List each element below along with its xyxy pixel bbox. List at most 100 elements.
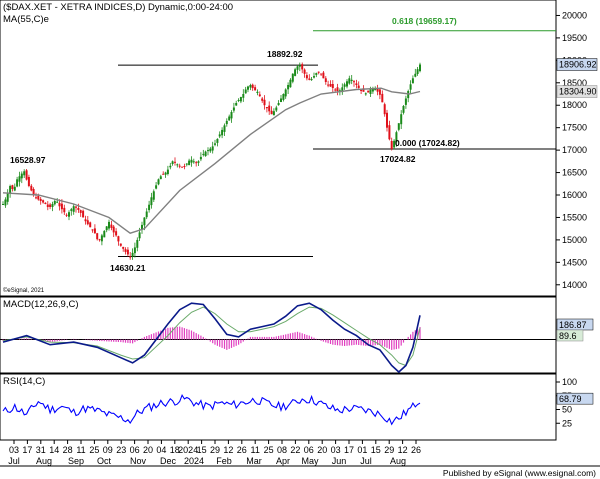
candle-body <box>129 256 132 258</box>
candle-body <box>75 206 77 208</box>
x-month-label: Mar <box>246 456 262 466</box>
x-date-label: 17 <box>22 445 32 455</box>
candle-body <box>369 89 372 94</box>
candle-body <box>249 85 252 88</box>
candle-body <box>18 176 21 182</box>
footer-text: Published by eSignal (www.esignal.com) <box>443 468 596 478</box>
candle-body <box>2 204 4 205</box>
annotation-14630: 14630.21 <box>110 263 146 273</box>
candle-body <box>138 232 141 239</box>
candle-body <box>126 249 129 255</box>
candle-body <box>362 88 365 92</box>
candle-body <box>214 143 216 145</box>
price-tick-label: 20000 <box>562 10 587 20</box>
candle-body <box>171 161 174 164</box>
ma-line <box>2 87 421 234</box>
candle-body <box>86 220 89 225</box>
candle-body <box>397 123 400 130</box>
candle-body <box>56 201 59 203</box>
candle-body <box>63 207 66 213</box>
candle-body <box>91 229 94 231</box>
candle-body <box>383 104 386 115</box>
candle-body <box>174 161 176 163</box>
candle-body <box>400 114 403 125</box>
x-date-label: 06 <box>130 445 140 455</box>
x-date-label: 20 <box>317 445 327 455</box>
rsi-label: RSI(14,C) <box>3 376 45 387</box>
x-date-label: 06 <box>304 445 314 455</box>
candle-body <box>39 198 42 201</box>
candle-body <box>20 173 23 179</box>
candle-body <box>37 195 40 200</box>
candle-body <box>141 224 143 230</box>
candle-body <box>72 206 75 212</box>
candle-body <box>77 208 80 210</box>
candle-body <box>301 64 304 70</box>
x-month-label: Jul <box>360 456 372 466</box>
candle-body <box>122 246 125 249</box>
x-date-label: 12 <box>223 445 233 455</box>
x-month-label: Aug <box>36 456 52 466</box>
candle-body <box>404 98 407 105</box>
candle-body <box>199 156 202 160</box>
candle-body <box>374 88 377 91</box>
candle-body <box>4 199 7 206</box>
candle-body <box>247 86 249 90</box>
candle-body <box>409 84 412 90</box>
x-month-label: Nov <box>130 456 147 466</box>
candle-body <box>181 166 184 168</box>
candle-body <box>159 176 162 180</box>
x-date-label: 03 <box>331 445 341 455</box>
candle-body <box>32 189 35 195</box>
candle-body <box>53 201 56 205</box>
candle-body <box>346 81 348 87</box>
x-date-label: 12 <box>398 445 408 455</box>
candle-body <box>98 239 101 241</box>
candle-body <box>310 79 313 81</box>
x-month-label: Jul <box>8 456 20 466</box>
candle-body <box>270 110 273 115</box>
price-tick-label: 18000 <box>562 100 587 110</box>
candle-body <box>327 84 330 86</box>
candle-body <box>390 141 393 149</box>
candle-body <box>192 161 195 163</box>
candle-body <box>150 197 153 206</box>
candle-body <box>216 138 219 143</box>
candle-body <box>93 228 96 234</box>
candle-body <box>357 85 360 88</box>
fib-0-label: 0.000 (17024.82) <box>395 138 460 148</box>
candle-body <box>60 203 63 210</box>
candle-body <box>355 83 358 85</box>
price-tick-label: 17500 <box>562 123 587 133</box>
candle-body <box>65 214 68 216</box>
candle-body <box>251 84 254 89</box>
candle-body <box>190 159 193 163</box>
candle-body <box>30 185 33 191</box>
candle-body <box>27 177 30 186</box>
candle-body <box>176 164 179 166</box>
candle-body <box>261 98 264 101</box>
candle-body <box>119 243 122 246</box>
x-month-label: Sep <box>68 456 84 466</box>
candle-body <box>157 179 160 185</box>
candle-body <box>277 103 280 106</box>
candle-body <box>371 88 374 92</box>
candle-body <box>202 153 205 155</box>
macd-value-label: 186.87 <box>559 320 587 330</box>
candle-body <box>112 226 115 233</box>
candle-body <box>105 226 108 231</box>
candle-body <box>166 169 169 174</box>
x-date-label: 26 <box>411 445 421 455</box>
candle-body <box>197 161 200 163</box>
candle-body <box>117 236 120 242</box>
last-price-tag <box>556 58 598 71</box>
candle-body <box>188 160 191 166</box>
candle-body <box>46 204 49 207</box>
candle-body <box>209 148 212 152</box>
candle-body <box>308 78 311 80</box>
candle-body <box>388 125 391 140</box>
candle-body <box>225 120 228 125</box>
x-date-label: 11 <box>76 445 85 455</box>
candle-body <box>419 64 421 72</box>
